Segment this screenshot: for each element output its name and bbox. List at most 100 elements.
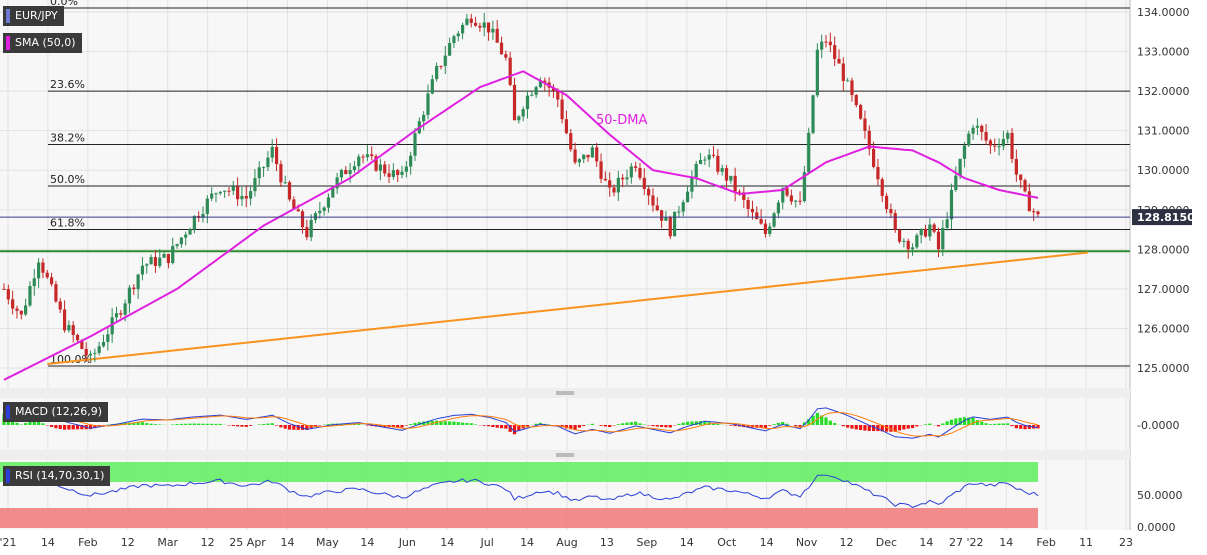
macd-bar xyxy=(184,423,188,425)
macd-bar xyxy=(119,423,123,425)
macd-bar xyxy=(984,423,988,425)
candle-body xyxy=(45,272,49,278)
candle-body xyxy=(919,228,923,236)
candles-group xyxy=(2,12,1040,363)
pane-splitter-2[interactable] xyxy=(0,450,1130,460)
candle-body xyxy=(923,228,928,237)
candle-body xyxy=(409,155,413,167)
date-tick: Dec xyxy=(876,536,897,549)
price-tick: 127.0000 xyxy=(1137,283,1190,296)
candle-body xyxy=(110,317,114,335)
macd-bar xyxy=(534,423,538,425)
date-tick: Oct xyxy=(717,536,737,549)
macd-bar xyxy=(149,423,153,425)
candle-body xyxy=(746,200,750,209)
date-tick: Feb xyxy=(1036,536,1055,549)
macd-bar xyxy=(171,424,175,425)
price-pane[interactable] xyxy=(0,0,1130,388)
macd-bar xyxy=(296,425,300,430)
candle-body xyxy=(88,353,93,356)
rsi-overbought-zone xyxy=(0,462,1038,482)
symbol-badge[interactable]: EUR/JPY xyxy=(3,6,64,26)
candle-body xyxy=(759,219,763,224)
candle-body xyxy=(93,352,97,354)
candle-body xyxy=(711,154,716,156)
trend-line[interactable] xyxy=(47,251,1089,366)
macd-bar xyxy=(945,421,949,425)
candle-body xyxy=(629,166,633,178)
macd-bar xyxy=(495,425,499,428)
candle-body xyxy=(499,42,504,55)
date-tick: 14 xyxy=(281,536,295,549)
date-tick: 14 xyxy=(360,536,374,549)
macd-bar xyxy=(283,425,287,429)
macd-bar xyxy=(508,425,512,432)
macd-bar xyxy=(880,425,884,432)
macd-bar xyxy=(772,424,776,425)
candle-body xyxy=(460,24,465,34)
macd-bar xyxy=(409,424,413,425)
macd-bar xyxy=(694,421,698,425)
candle-body xyxy=(763,223,768,234)
candle-body xyxy=(313,213,318,220)
candle-body xyxy=(932,224,936,232)
macd-bar xyxy=(525,425,530,427)
rsi-line xyxy=(4,474,1039,508)
candle-body xyxy=(140,265,145,275)
macd-badge[interactable]: MACD (12,26,9) xyxy=(3,402,109,422)
candle-body xyxy=(1006,132,1010,139)
date-tick: May xyxy=(316,536,339,549)
macd-bar xyxy=(629,422,633,425)
candle-body xyxy=(577,159,582,163)
candle-body xyxy=(621,177,625,180)
candle-body xyxy=(945,219,949,228)
candle-body xyxy=(2,288,6,290)
candle-body xyxy=(391,170,395,177)
macd-bar xyxy=(859,425,863,430)
sma-line[interactable] xyxy=(3,70,1039,381)
macd-bar xyxy=(313,425,318,427)
candle-body xyxy=(681,202,685,212)
candle-body xyxy=(707,154,711,160)
macd-bar xyxy=(867,425,871,431)
candle-body xyxy=(664,217,668,221)
macd-bar xyxy=(179,423,183,425)
macd-bar xyxy=(638,423,642,425)
macd-bar xyxy=(1027,425,1031,429)
macd-bar xyxy=(936,425,941,427)
candle-body xyxy=(733,175,737,192)
macd-bar xyxy=(681,422,685,425)
macd-bar xyxy=(136,422,140,425)
candle-body xyxy=(975,125,980,128)
candle-body xyxy=(279,164,283,183)
candle-body xyxy=(305,227,309,238)
sma-badge[interactable]: SMA (50,0) xyxy=(3,33,82,53)
macd-bar xyxy=(396,425,400,428)
macd-bar xyxy=(41,423,45,425)
rsi-badge[interactable]: RSI (14,70,30,1) xyxy=(3,466,111,486)
candle-body xyxy=(37,262,41,279)
candle-body xyxy=(508,57,512,85)
candle-body xyxy=(75,334,80,341)
candle-body xyxy=(400,171,404,175)
macd-bar xyxy=(716,424,720,425)
candle-body xyxy=(261,167,266,169)
candle-body xyxy=(871,148,876,167)
macd-bar xyxy=(391,425,395,428)
date-tick: Nov xyxy=(796,536,818,549)
candle-body xyxy=(642,177,646,189)
candle-body xyxy=(893,213,897,230)
candle-body xyxy=(352,166,357,171)
candle-body xyxy=(223,190,227,192)
macd-line xyxy=(3,407,1039,439)
pane-splitter-1[interactable] xyxy=(0,388,1130,398)
candle-body xyxy=(655,205,659,211)
candle-body xyxy=(253,178,257,192)
candle-body xyxy=(638,167,642,178)
macd-bar xyxy=(486,425,491,427)
candle-body xyxy=(491,28,495,33)
candle-body xyxy=(84,348,88,356)
macd-bar xyxy=(32,421,36,425)
macd-bar xyxy=(15,422,19,425)
